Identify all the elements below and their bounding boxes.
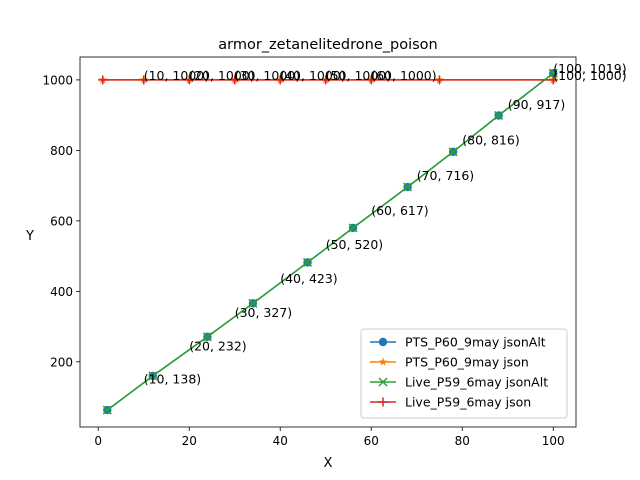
data-point [494, 110, 504, 121]
data-point [275, 75, 285, 85]
data-label: (30, 1000) [235, 68, 300, 83]
data-point [202, 332, 212, 342]
legend: PTS_P60_9may jsonAlt PTS_P60_9may json Liv… [360, 328, 568, 419]
chart-title: armor_zetanelitedrone_poison [218, 37, 437, 53]
data-label: (30, 327) [235, 305, 292, 320]
data-point [139, 75, 149, 85]
x-tick-label: 40 [273, 434, 288, 448]
data-point [548, 68, 558, 78]
data-point [403, 182, 413, 192]
data-point [248, 298, 258, 308]
legend-entry: Live_P59_6may json [370, 395, 531, 410]
data-point [348, 223, 358, 233]
x-tick-label: 100 [542, 434, 565, 448]
y-axis-label: Y [25, 229, 34, 244]
data-point [98, 75, 108, 85]
data-label: (20, 232) [189, 339, 246, 354]
x-marker-stroke [448, 147, 458, 157]
data-point [302, 257, 313, 267]
data-label: (90, 917) [508, 97, 565, 112]
data-point [378, 337, 388, 347]
data-label: (10, 1000) [144, 68, 209, 83]
data-point [184, 75, 194, 85]
data-label: (60, 1000) [371, 68, 436, 83]
x-tick-label: 0 [94, 434, 102, 448]
legend-entry: Live_P59_6may jsonAlt [370, 375, 548, 390]
x-marker-stroke [403, 182, 413, 192]
y-tick-label: 600 [50, 214, 73, 228]
data-point [448, 147, 458, 157]
legend-entry: PTS_P60_9may jsonAlt [370, 335, 546, 350]
series-layer [98, 68, 558, 415]
y-tick-label: 400 [50, 285, 73, 299]
data-label: (50, 1000) [326, 68, 391, 83]
series-plus [98, 75, 558, 85]
x-marker-stroke [548, 68, 558, 78]
data-label: (60, 617) [371, 203, 428, 218]
data-point [148, 371, 158, 381]
x-marker-stroke [148, 371, 158, 381]
series-x [102, 68, 558, 415]
legend-label: Live_P59_6may json [405, 395, 531, 410]
x-tick-label: 80 [455, 434, 470, 448]
data-point [434, 75, 444, 85]
data-label: (10, 138) [144, 372, 201, 387]
legend-label: Live_P59_6may jsonAlt [405, 375, 548, 390]
x-marker-stroke [202, 332, 212, 342]
x-axis-ticks: 0 20 40 60 80 100 [94, 427, 565, 448]
y-axis-ticks: 200 400 600 800 1000 [42, 73, 80, 369]
data-label: (50, 520) [326, 237, 383, 252]
x-marker-stroke [302, 257, 313, 267]
plot-area-frame [79, 56, 577, 428]
x-axis-label: X [324, 456, 333, 471]
data-label: (100, 1019) [553, 61, 626, 76]
y-tick-label: 800 [50, 144, 73, 158]
x-marker-stroke [102, 405, 112, 415]
data-label: (70, 716) [417, 168, 474, 183]
series-line [106, 72, 554, 411]
data-label: (40, 423) [280, 271, 337, 286]
legend-label: PTS_P60_9may json [405, 355, 529, 370]
x-marker-stroke [248, 298, 258, 308]
x-tick-label: 20 [182, 434, 197, 448]
legend-box [360, 328, 568, 419]
data-label: (20, 1000) [189, 68, 254, 83]
data-label: (40, 1000) [280, 68, 345, 83]
x-tick-label: 60 [364, 434, 379, 448]
x-marker-stroke [348, 223, 358, 233]
legend-label: PTS_P60_9may jsonAlt [405, 335, 546, 350]
data-point [378, 357, 388, 366]
data-point [378, 377, 388, 387]
x-marker-stroke [378, 377, 388, 387]
data-point [548, 75, 558, 85]
annotation-layer: (10, 138) (20, 232) (30, 327) (40, 423) (50,… [144, 61, 627, 386]
legend-entry: PTS_P60_9may json [370, 355, 529, 370]
data-label: (80, 816) [462, 133, 519, 148]
x-marker-stroke [494, 110, 504, 121]
y-tick-label: 1000 [42, 73, 73, 87]
data-point [366, 75, 376, 85]
y-tick-label: 200 [50, 355, 73, 369]
data-point [321, 75, 331, 85]
data-point [102, 405, 112, 415]
data-label: (100, 1000) [553, 68, 626, 83]
data-point [230, 75, 240, 85]
data-point [378, 397, 388, 407]
